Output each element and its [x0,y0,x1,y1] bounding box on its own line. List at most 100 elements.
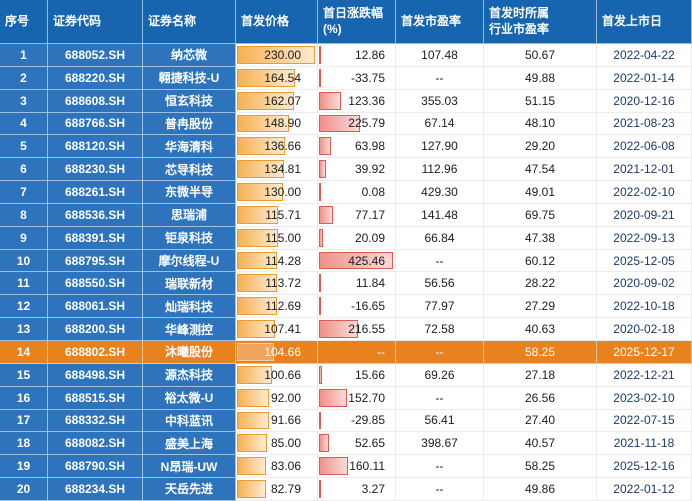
industry-pe-text: 29.20 [524,139,556,154]
cell-ipo-pe: -- [396,455,484,479]
change-databar [319,320,359,338]
cell-ipo-price: 82.79 [236,478,318,501]
table-row[interactable]: 4 688766.SH 普冉股份 148.90 225.79 67.14 48.… [0,112,692,136]
cell-industry-pe: 58.25 [484,455,597,479]
cell-industry-pe: 49.86 [484,478,597,501]
price-databar [237,388,270,407]
cell-ipo-pe: -- [396,66,484,90]
change-databar [319,114,360,133]
cell-industry-pe: 50.67 [484,44,597,67]
industry-pe-text: 50.67 [524,47,556,62]
table-row[interactable]: 15 688498.SH 源杰科技 100.66 15.66 69.26 27.… [0,363,692,387]
ipo-price-text: 148.90 [264,116,301,131]
serial-text: 16 [16,390,31,405]
cell-serial: 8 [0,203,48,227]
serial-text: 13 [16,322,31,337]
table-row[interactable]: 13 688200.SH 华峰测控 107.41 216.55 72.58 40… [0,318,692,341]
cell-ipo-price: 136.66 [236,135,318,159]
table-row[interactable]: 5 688120.SH 华海清科 136.66 63.98 127.90 29.… [0,135,692,159]
security-code-text: 688536.SH [64,207,126,222]
ipo-pe-text: 127.90 [421,139,458,154]
cell-ipo-price: 134.81 [236,158,318,182]
table-row[interactable]: 12 688061.SH 灿瑞科技 112.69 -16.65 77.97 27… [0,295,692,319]
security-name-text: N昂瑞-UW [160,459,218,474]
table-row[interactable]: 1 688052.SH 纳芯微 230.00 12.86 107.48 50.6… [0,44,692,67]
change-databar [319,228,323,247]
ipo-price-text: 164.54 [264,70,301,85]
price-databar [237,342,274,361]
cell-security-name: 钜泉科技 [143,226,236,250]
cell-serial: 2 [0,66,48,90]
table-row[interactable]: 6 688230.SH 芯导科技 134.81 39.92 112.96 47.… [0,158,692,182]
cell-industry-pe: 40.63 [484,318,597,341]
cell-first-day-change: -29.85 [318,409,396,433]
security-code-text: 688200.SH [64,322,126,337]
cell-security-code: 688082.SH [48,432,143,456]
industry-pe-text: 60.12 [524,253,556,268]
cell-industry-pe: 69.75 [484,203,597,227]
cell-ipo-price: 91.66 [236,409,318,433]
price-databar [237,183,283,201]
serial-text: 11 [17,276,30,291]
cell-industry-pe: 40.57 [484,432,597,456]
price-databar [237,274,278,293]
security-code-text: 688120.SH [64,139,126,154]
security-code-text: 688332.SH [64,413,126,428]
change-databar [319,46,322,64]
cell-security-code: 688230.SH [48,158,143,182]
cell-listing-date: 2021-08-23 [597,112,692,136]
security-code-text: 688608.SH [64,93,126,108]
cell-ipo-price: 114.28 [236,249,318,273]
cell-security-code: 688261.SH [48,181,143,204]
table-row[interactable]: 9 688391.SH 钜泉科技 115.00 20.09 66.84 47.3… [0,226,692,250]
cell-security-name: 盛美上海 [143,432,236,456]
security-code-text: 688261.SH [64,184,126,199]
ipo-pe-text: -- [435,70,444,85]
cell-security-code: 688052.SH [48,44,143,67]
ipo-price-text: 230.00 [264,47,301,62]
cell-first-day-change: -- [318,340,396,364]
ipo-pe-text: 66.84 [424,230,455,245]
cell-ipo-price: 107.41 [236,318,318,341]
cell-ipo-price: 92.00 [236,386,318,410]
cell-first-day-change: 39.92 [318,158,396,182]
serial-text: 17 [16,413,31,428]
table-row[interactable]: 16 688515.SH 裕太微-U 92.00 152.70 -- 26.56… [0,386,692,410]
table-row[interactable]: 8 688536.SH 思瑞浦 115.71 77.17 141.48 69.7… [0,203,692,227]
cell-serial: 18 [0,432,48,456]
cell-industry-pe: 60.12 [484,249,597,273]
ipo-pe-text: -- [435,459,444,474]
table-row[interactable]: 17 688332.SH 中科蓝讯 91.66 -29.85 56.41 27.… [0,409,692,433]
ipo-price-text: 112.69 [265,299,301,314]
table-row[interactable]: 19 688790.SH N昂瑞-UW 83.06 160.11 -- 58.2… [0,455,692,479]
cell-security-name: N昂瑞-UW [143,455,236,479]
cell-ipo-price: 115.00 [236,226,318,250]
table-row[interactable]: 2 688220.SH 翱捷科技-U 164.54 -33.75 -- 49.8… [0,66,692,90]
table-row[interactable]: 11 688550.SH 瑞联新材 113.72 11.84 56.56 28.… [0,272,692,296]
cell-ipo-price: 164.54 [236,66,318,90]
cell-security-name: 摩尔线程-U [143,249,236,273]
cell-security-code: 688550.SH [48,272,143,296]
cell-industry-pe: 27.18 [484,363,597,387]
security-name-text: 纳芯微 [170,48,207,63]
security-code-text: 688795.SH [64,253,126,268]
table-row[interactable]: 20 688234.SH 天岳先进 82.79 3.27 -- 49.86 20… [0,478,692,501]
cell-serial: 15 [0,363,48,387]
header-industry-pe: 首发时所属 行业市盈率 [484,0,597,44]
price-databar [237,114,290,133]
table-row[interactable]: 3 688608.SH 恒玄科技 162.07 123.36 355.03 51… [0,89,692,113]
table-row[interactable]: 10 688795.SH 摩尔线程-U 114.28 425.46 -- 60.… [0,249,692,273]
table-row[interactable]: 7 688261.SH 东微半导 130.00 0.08 429.30 49.0… [0,181,692,204]
industry-pe-text: 47.38 [524,230,556,245]
cell-ipo-pe: 112.96 [396,158,484,182]
security-code-text: 688498.SH [64,367,126,382]
cell-security-name: 普冉股份 [143,112,236,136]
ipo-pe-text: -- [435,253,444,268]
table-row[interactable]: 14 688802.SH 沐曦股份 104.66 -- -- 58.25 202… [0,340,692,364]
industry-pe-text: 27.40 [524,413,556,428]
cell-serial: 3 [0,89,48,113]
first-day-change-text: 123.36 [348,93,385,108]
cell-industry-pe: 27.29 [484,295,597,319]
table-row[interactable]: 18 688082.SH 盛美上海 85.00 52.65 398.67 40.… [0,432,692,456]
cell-first-day-change: -16.65 [318,295,396,319]
